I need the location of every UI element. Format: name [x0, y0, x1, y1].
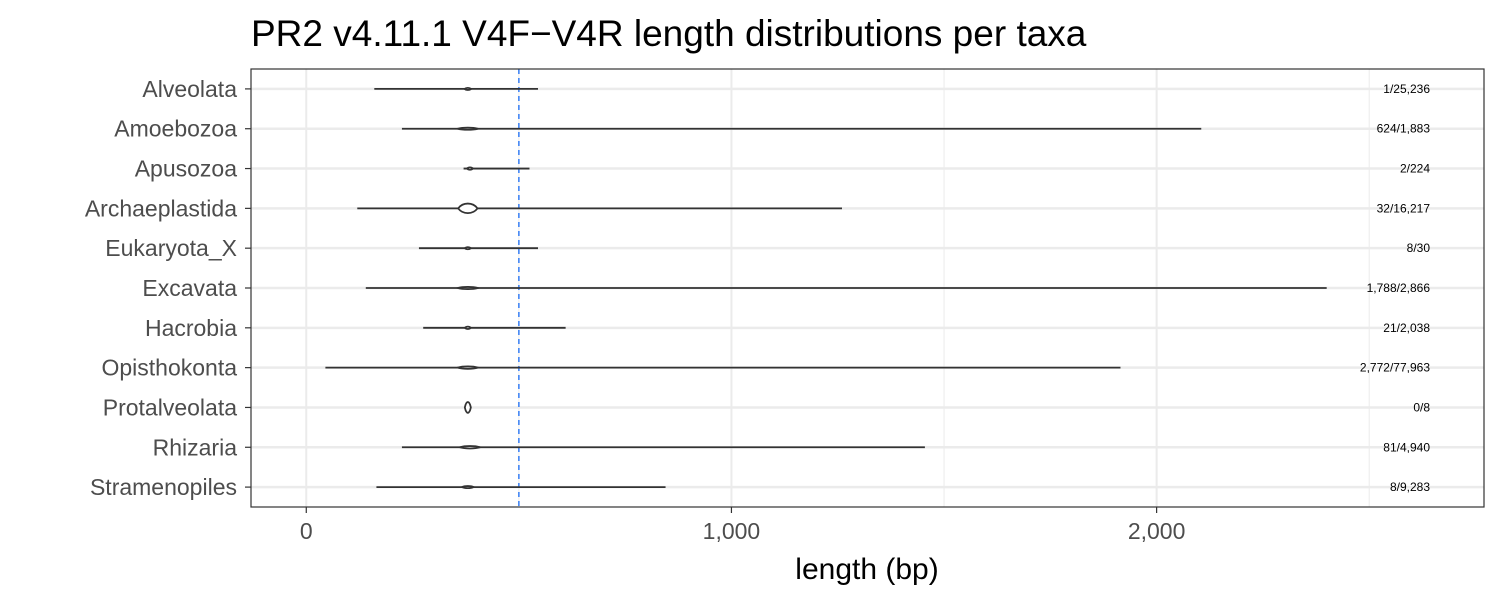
y-tick-label: Rhizaria — [153, 434, 238, 460]
violin-hacrobia — [423, 325, 566, 330]
violin-body — [454, 286, 482, 290]
x-tick-label: 2,000 — [1128, 518, 1186, 544]
violin-body — [465, 166, 475, 171]
y-tick-label: Eukaryota_X — [105, 235, 237, 261]
violin-body — [463, 86, 473, 91]
violin-protalveolata — [463, 401, 472, 414]
violin-opisthokonta — [325, 365, 1121, 370]
count-label: 624/1,883 — [1377, 122, 1431, 136]
y-tick-label: Hacrobia — [145, 315, 237, 341]
violin-apusozoa — [463, 166, 530, 171]
y-tick-label: Amoebozoa — [114, 116, 237, 142]
violin-body — [463, 246, 473, 251]
violin-excavata — [365, 286, 1327, 290]
violin-body — [456, 445, 483, 450]
violin-amoebozoa — [401, 126, 1202, 131]
count-label: 1/25,236 — [1383, 82, 1430, 96]
count-label: 8/30 — [1407, 241, 1431, 255]
count-label: 2/224 — [1400, 162, 1430, 176]
y-tick-label: Apusozoa — [135, 156, 238, 182]
count-label: 2,772/77,963 — [1360, 361, 1430, 375]
x-axis-title: length (bp) — [795, 553, 938, 586]
violins — [325, 86, 1327, 490]
y-axis: Alveolata Amoebozoa Apusozoa Archaeplastida… — [85, 76, 251, 500]
violin-eukaryota-x — [418, 246, 538, 251]
violin-body — [454, 126, 482, 131]
y-tick-label: Protalveolata — [103, 394, 237, 420]
y-tick-label: Stramenopiles — [90, 474, 237, 500]
y-tick-label: Alveolata — [142, 76, 237, 102]
x-tick-label: 0 — [300, 518, 313, 544]
y-tick-label: Excavata — [142, 275, 237, 301]
violin-archaeplastida — [357, 202, 842, 215]
count-label: 21/2,038 — [1383, 321, 1430, 335]
violin-stramenopiles — [376, 485, 666, 490]
violin-body — [459, 485, 476, 490]
x-tick-label: 1,000 — [703, 518, 761, 544]
violin-alveolata — [374, 86, 538, 91]
count-label: 32/16,217 — [1377, 201, 1431, 215]
count-labels: 1/25,236 624/1,883 2/224 32/16,217 8/30 1,788… — [1360, 82, 1430, 494]
y-tick-label: Archaeplastida — [85, 195, 237, 221]
violin-rhizaria — [401, 445, 925, 450]
violin-body — [457, 202, 479, 215]
chart-title: PR2 v4.11.1 V4F−V4R length distributions… — [251, 13, 1087, 54]
violin-body — [454, 365, 481, 370]
count-label: 8/9,283 — [1390, 480, 1430, 494]
y-tick-label: Opisthokonta — [101, 355, 237, 381]
count-label: 81/4,940 — [1383, 440, 1430, 454]
x-axis: 0 1,000 2,000 — [300, 507, 1186, 544]
count-label: 0/8 — [1413, 400, 1430, 414]
count-label: 1,788/2,866 — [1367, 281, 1431, 295]
violin-body — [463, 401, 472, 414]
violin-body — [463, 325, 473, 330]
